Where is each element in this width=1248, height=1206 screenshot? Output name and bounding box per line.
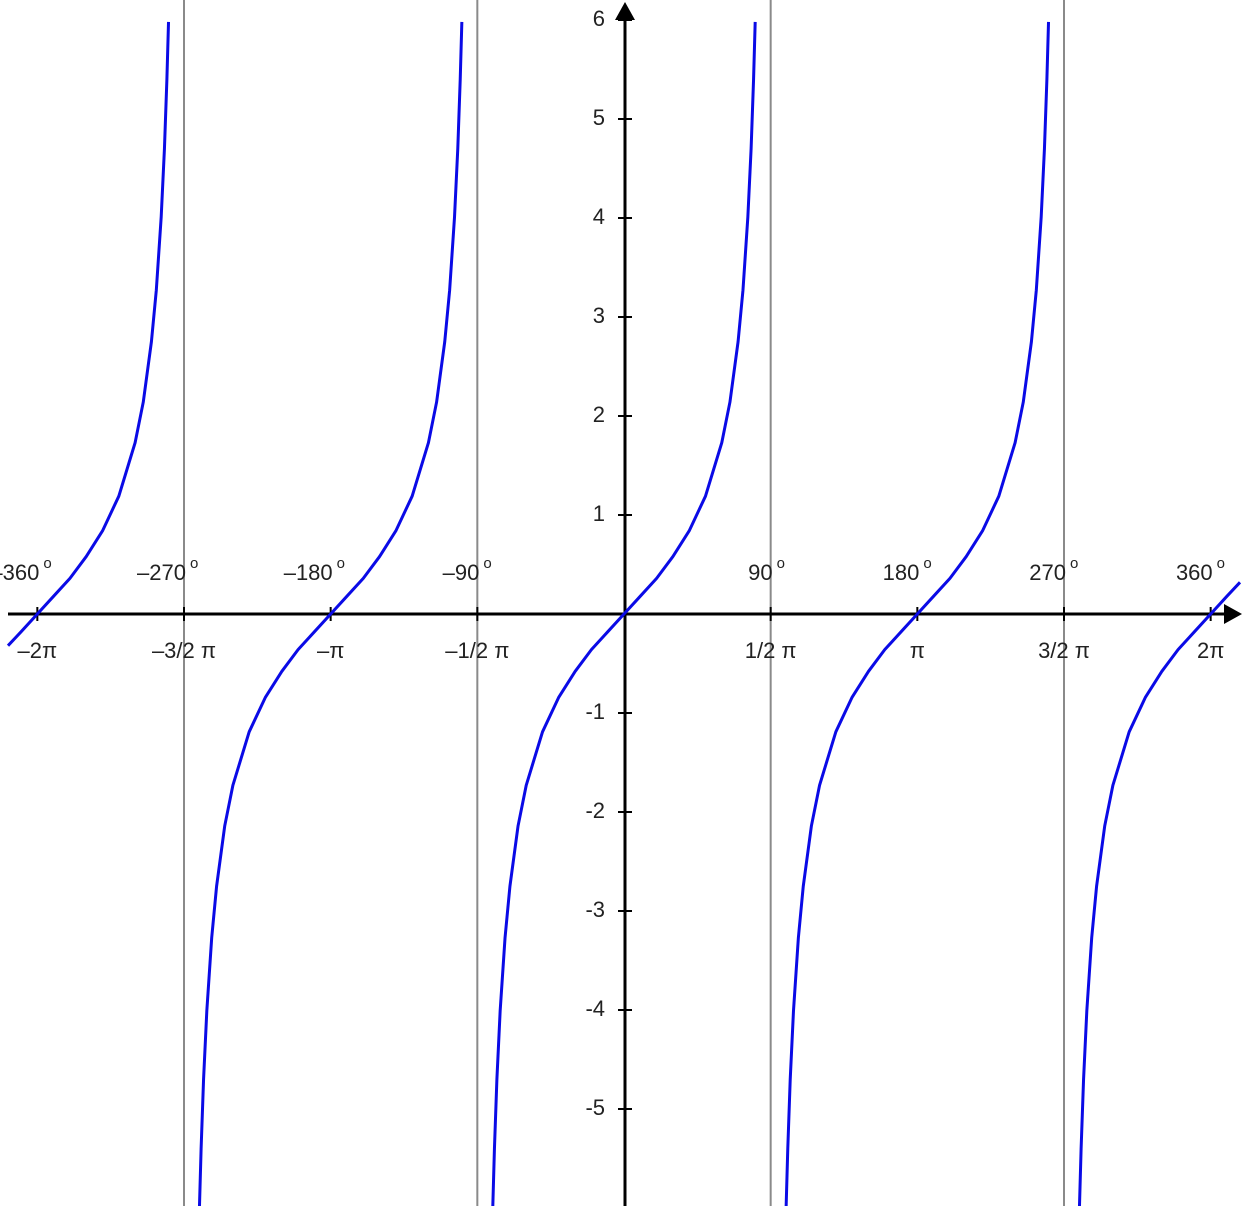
x-tick-label: 3/2 π	[1038, 638, 1090, 663]
y-tick-label: 6	[593, 6, 605, 31]
y-tick-label: 5	[593, 105, 605, 130]
y-tick-label: -3	[585, 897, 605, 922]
x-axis-arrow	[1224, 604, 1242, 624]
y-tick-label: 4	[593, 204, 605, 229]
degree-label: 270	[1029, 560, 1066, 585]
x-tick-label: –π	[317, 638, 344, 663]
y-tick-label: 1	[593, 501, 605, 526]
y-tick-label: 3	[593, 303, 605, 328]
y-tick-label: -4	[585, 996, 605, 1021]
x-tick-label: –1/2 π	[445, 638, 509, 663]
x-tick-label: –3/2 π	[152, 638, 216, 663]
degree-mark: o	[777, 555, 785, 572]
degree-mark: o	[483, 555, 491, 572]
degree-label: 90	[748, 560, 772, 585]
degree-label: –360	[0, 560, 39, 585]
degree-mark: o	[1070, 555, 1078, 572]
degree-label: –90	[443, 560, 480, 585]
y-tick-label: 2	[593, 402, 605, 427]
y-tick-label: -1	[585, 699, 605, 724]
degree-label: 360	[1176, 560, 1213, 585]
y-tick-label: -5	[585, 1095, 605, 1120]
degree-mark: o	[43, 555, 51, 572]
degree-mark: o	[923, 555, 931, 572]
y-axis-arrow	[615, 2, 635, 20]
axes	[8, 2, 1242, 1206]
x-tick-label: –2π	[18, 638, 58, 663]
x-tick-label: 2π	[1197, 638, 1224, 663]
x-tick-label: 1/2 π	[745, 638, 797, 663]
y-tick-label: -2	[585, 798, 605, 823]
degree-mark: o	[1217, 555, 1225, 572]
asymptote-layer	[183, 0, 1065, 1206]
tangent-curve	[6, 21, 1242, 1206]
degree-label: 180	[883, 560, 920, 585]
x-tick-label: π	[910, 638, 925, 663]
degree-mark: o	[337, 555, 345, 572]
degree-mark: o	[190, 555, 198, 572]
degree-label: –270	[137, 560, 186, 585]
degree-label: –180	[284, 560, 333, 585]
